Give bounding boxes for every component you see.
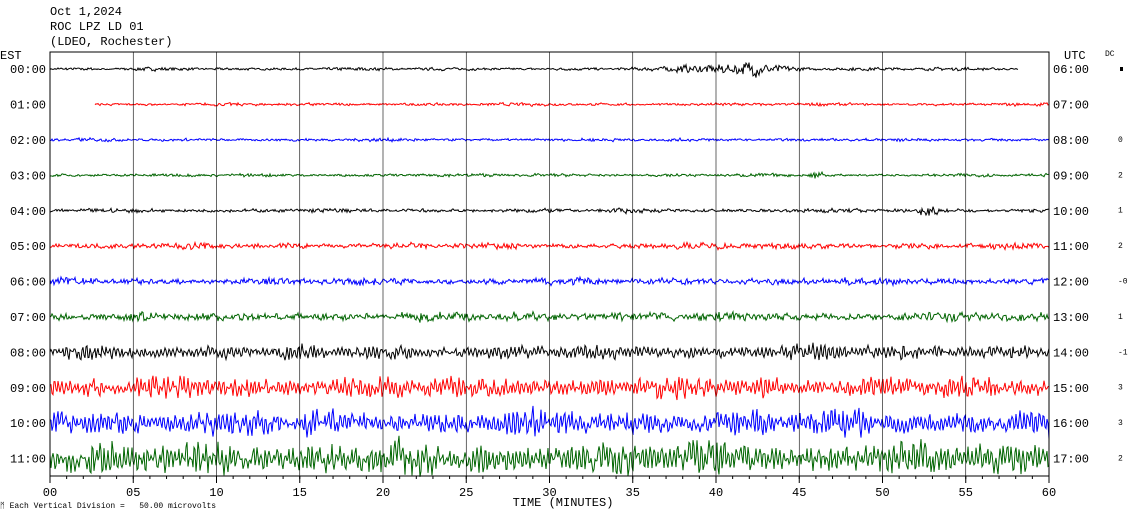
dc-value: -1	[1118, 348, 1128, 357]
x-tick-label: 20	[376, 486, 390, 500]
utc-label: 16:00	[1053, 417, 1089, 431]
network: (LDEO, Rochester)	[50, 35, 172, 49]
x-tick-label: 25	[459, 486, 473, 500]
est-label: 06:00	[10, 276, 46, 290]
utc-label: 07:00	[1053, 99, 1089, 113]
station: ROC LPZ LD 01	[50, 20, 144, 34]
utc-label: 13:00	[1053, 311, 1089, 325]
utc-label: 08:00	[1053, 134, 1089, 148]
dc-marker	[1120, 67, 1123, 71]
x-tick-label: 40	[709, 486, 723, 500]
dc-value: 2	[1118, 455, 1123, 464]
est-label: 03:00	[10, 169, 46, 183]
x-tick-label: 05	[126, 486, 140, 500]
utc-label: 11:00	[1053, 240, 1089, 254]
x-tick-label: 50	[875, 486, 889, 500]
dc-value: 3	[1118, 384, 1123, 393]
dc-value: 0	[1118, 136, 1123, 145]
scale-note: ᛗ Each Vertical Division = 50.00 microvo…	[0, 501, 216, 511]
x-tick-label: 45	[792, 486, 806, 500]
x-axis-title: TIME (MINUTES)	[513, 496, 614, 510]
utc-label: 10:00	[1053, 205, 1089, 219]
scale-icon: ᛗ	[0, 501, 10, 511]
est-label: 08:00	[10, 346, 46, 360]
dc-value: 2	[1118, 171, 1123, 180]
est-label: 04:00	[10, 205, 46, 219]
utc-label: 12:00	[1053, 276, 1089, 290]
est-label: 02:00	[10, 134, 46, 148]
x-tick-label: 60	[1042, 486, 1056, 500]
x-tick-label: 10	[209, 486, 223, 500]
utc-label: 14:00	[1053, 346, 1089, 360]
utc-label: 15:00	[1053, 382, 1089, 396]
dc-label: DC	[1105, 50, 1115, 59]
scale-text: Each Vertical Division = 50.00 microvolt…	[10, 502, 217, 511]
x-tick-label: 35	[626, 486, 640, 500]
est-label: 05:00	[10, 240, 46, 254]
est-label: 00:00	[10, 63, 46, 77]
utc-label: 06:00	[1053, 63, 1089, 77]
left-zone: EST	[0, 49, 22, 63]
dc-value: 3	[1118, 419, 1123, 428]
utc-label: 09:00	[1053, 169, 1089, 183]
est-label: 07:00	[10, 311, 46, 325]
dc-value: 2	[1118, 242, 1123, 251]
date: Oct 1,2024	[50, 5, 122, 19]
dc-value: -0	[1118, 278, 1128, 287]
x-tick-label: 55	[959, 486, 973, 500]
right-zone: UTC	[1064, 49, 1086, 63]
est-label: 11:00	[10, 453, 46, 467]
x-tick-label: 15	[293, 486, 307, 500]
x-tick-label: 00	[43, 486, 57, 500]
est-label: 10:00	[10, 417, 46, 431]
dc-value: 1	[1118, 207, 1123, 216]
utc-label: 17:00	[1053, 453, 1089, 467]
est-label: 09:00	[10, 382, 46, 396]
dc-value: 1	[1118, 313, 1123, 322]
x-tick-label: 30	[542, 486, 556, 500]
est-label: 01:00	[10, 99, 46, 113]
trace	[94, 101, 1049, 108]
trace	[50, 61, 1019, 78]
